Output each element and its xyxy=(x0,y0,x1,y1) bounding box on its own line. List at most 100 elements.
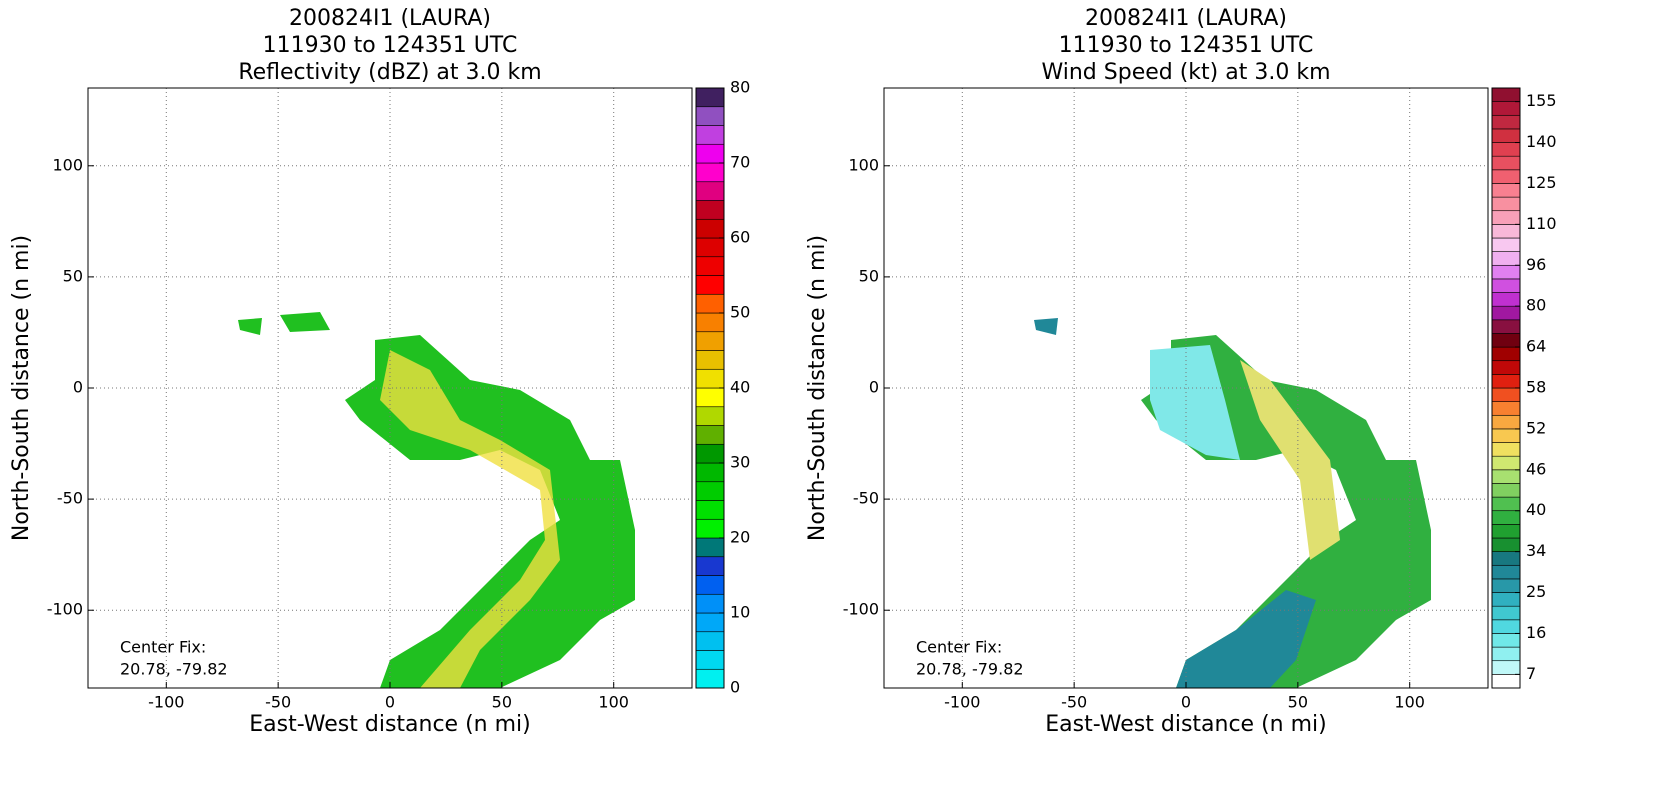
colorbar-bin xyxy=(1491,87,1521,102)
colorbar-bin xyxy=(695,200,725,220)
plot-frame xyxy=(87,87,693,689)
y-tick-label: 100 xyxy=(52,155,83,174)
colorbar-bin xyxy=(695,425,725,445)
colorbar-tick-label: 60 xyxy=(730,228,750,247)
x-tick-label: 0 xyxy=(385,693,395,712)
colorbar-tick-label: 10 xyxy=(730,603,750,622)
echo xyxy=(238,312,330,335)
colorbar-bin xyxy=(1491,101,1521,116)
colorbar-bin xyxy=(1491,346,1521,362)
colorbar-bin xyxy=(1491,442,1521,457)
echo xyxy=(1176,590,1316,688)
colorbar-bin xyxy=(695,575,725,595)
colorbar-bin xyxy=(1491,578,1521,593)
colorbar-bin xyxy=(1491,537,1521,552)
colorbar-bin xyxy=(1491,414,1521,430)
annotation: Center Fix: xyxy=(120,638,206,657)
colorbar-tick-label: 34 xyxy=(1526,541,1546,560)
y-tick-label: -50 xyxy=(853,489,879,508)
y-tick-label: 0 xyxy=(73,378,83,397)
colorbar-bin xyxy=(1491,551,1521,566)
colorbar-bin xyxy=(695,462,725,483)
colorbar-bin xyxy=(1491,278,1521,293)
chart-title: 111930 to 124351 UTC xyxy=(1059,33,1314,58)
colorbar-tick-label: 110 xyxy=(1526,214,1557,233)
colorbar-bin xyxy=(695,368,725,389)
x-tick-label: 50 xyxy=(1288,693,1308,712)
colorbar-bin xyxy=(1491,483,1521,498)
echo xyxy=(1034,318,1058,335)
colorbar-bin xyxy=(1491,360,1521,375)
x-tick-label: 0 xyxy=(1181,693,1191,712)
colorbar-tick-label: 140 xyxy=(1526,132,1557,151)
colorbar-bin xyxy=(1491,619,1521,634)
colorbar-bin xyxy=(1491,660,1521,675)
colorbar-bin xyxy=(695,631,725,651)
x-axis-label: East-West distance (n mi) xyxy=(1045,712,1326,737)
colorbar-tick-label: 20 xyxy=(730,528,750,547)
colorbar-tick-label: 30 xyxy=(730,453,750,472)
x-tick-label: 50 xyxy=(492,693,512,712)
colorbar-bin xyxy=(695,181,725,201)
x-tick-label: -50 xyxy=(1061,693,1087,712)
colorbar-bin xyxy=(1491,292,1521,307)
y-tick-label: -100 xyxy=(47,600,83,619)
colorbar-bin xyxy=(1491,142,1521,157)
colorbar-bin xyxy=(1491,524,1521,539)
colorbar-bin xyxy=(695,406,725,426)
colorbar-bin xyxy=(1491,374,1521,389)
colorbar-bin xyxy=(1491,237,1521,252)
colorbar-bin xyxy=(1491,564,1521,580)
colorbar-bin xyxy=(1491,428,1521,443)
x-tick-label: -100 xyxy=(148,693,184,712)
colorbar-bin xyxy=(695,293,725,314)
colorbar-bin xyxy=(1491,633,1521,648)
colorbar-bin xyxy=(1491,646,1521,662)
colorbar-bin xyxy=(1491,210,1521,225)
y-tick-label: 50 xyxy=(859,266,879,285)
echo-core xyxy=(380,350,560,688)
colorbar-bin xyxy=(1491,387,1521,402)
colorbar-tick-label: 125 xyxy=(1526,173,1557,192)
colorbar-bin xyxy=(1491,196,1521,212)
colorbar-tick-label: 70 xyxy=(730,153,750,172)
colorbar-bin xyxy=(1491,605,1521,621)
colorbar-tick-label: 16 xyxy=(1526,623,1546,642)
colorbar-tick-label: 7 xyxy=(1526,664,1536,683)
colorbar-bin xyxy=(1491,183,1521,198)
radar-echo-right xyxy=(1034,318,1431,688)
colorbar-bin xyxy=(695,331,725,351)
colorbar-bin xyxy=(695,500,725,520)
y-tick-label: 50 xyxy=(63,266,83,285)
y-tick-label: -100 xyxy=(843,600,879,619)
colorbar-tick-label: 80 xyxy=(1526,296,1546,315)
colorbar-bin xyxy=(1491,305,1521,321)
colorbar-bin xyxy=(695,668,725,689)
colorbar-bin xyxy=(1491,674,1521,689)
colorbar-bin xyxy=(1491,401,1521,416)
colorbar-tick-label: 64 xyxy=(1526,337,1546,356)
y-axis-label: North-South distance (n mi) xyxy=(9,235,34,541)
chart-title: 111930 to 124351 UTC xyxy=(263,33,518,58)
colorbar-tick-label: 0 xyxy=(730,678,740,697)
colorbar-bin xyxy=(1491,319,1521,334)
colorbar-bin xyxy=(695,143,725,164)
colorbar-bin xyxy=(1491,128,1521,143)
colorbar-bin xyxy=(695,162,725,183)
colorbar-bin xyxy=(695,481,725,501)
chart-title: 200824I1 (LAURA) xyxy=(289,6,491,31)
colorbar-bin xyxy=(695,612,725,633)
chart-title: Wind Speed (kt) at 3.0 km xyxy=(1041,60,1330,85)
colorbar-bin xyxy=(1491,592,1521,607)
colorbar-tick-label: 155 xyxy=(1526,91,1557,110)
colorbar-bin xyxy=(695,256,725,276)
annotation: Center Fix: xyxy=(916,638,1002,657)
colorbar-bin xyxy=(1491,510,1521,525)
colorbar-bin xyxy=(695,556,725,576)
colorbar-bin xyxy=(695,312,725,333)
colorbar-bin xyxy=(695,106,725,126)
y-tick-label: -50 xyxy=(57,489,83,508)
colorbar-tick-label: 40 xyxy=(1526,500,1546,519)
colorbar-bin xyxy=(1491,455,1521,471)
